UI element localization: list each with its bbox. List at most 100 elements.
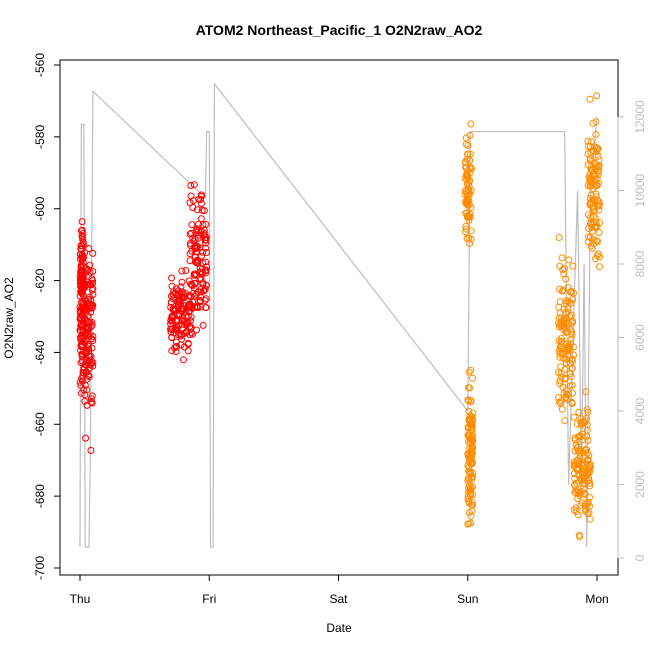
y-tick-label: -560 [33,53,47,77]
data-point [564,305,572,313]
data-point [560,326,568,334]
data-point [168,334,176,342]
data-point [586,493,593,501]
data-point [78,218,86,226]
data-point [197,303,205,311]
data-point [172,343,180,351]
data-point [82,269,90,276]
data-point [202,233,210,241]
data-point [80,386,88,394]
data-point [82,336,90,344]
data-point [556,350,564,358]
data-point [190,298,198,306]
data-point [594,152,602,160]
data-point [193,248,201,256]
data-point [465,509,473,516]
data-point [587,162,595,170]
y-tick-label: -600 [33,196,47,220]
data-point [87,323,95,331]
data-point [587,242,595,250]
data-point [200,207,208,215]
data-point [557,363,565,371]
data-point [583,446,590,454]
data-point [561,366,569,373]
y2-tick-label: 10000 [633,173,647,207]
data-point [194,234,202,242]
data-point [562,275,570,283]
data-point [467,396,475,404]
data-point [594,168,602,176]
data-point [567,287,575,295]
data-point [77,269,85,277]
data-point [558,350,566,357]
data-point [556,285,564,293]
data-point [565,256,573,264]
y-tick-label: -620 [33,268,47,292]
data-point [555,319,563,327]
data-point [593,92,601,100]
data-point [202,267,209,275]
data-point [187,192,195,200]
data-point [79,238,87,246]
data-point [79,368,87,376]
data-point [466,157,474,165]
data-point [466,438,474,446]
data-point [567,299,575,307]
data-point [587,218,595,226]
data-point [203,249,210,256]
data-point [557,373,565,381]
data-point [89,285,97,293]
data-point [566,370,574,378]
data-point [76,276,84,284]
x-axis-label: Date [326,621,352,635]
data-point [187,313,195,321]
data-point [86,356,94,364]
data-point [465,407,473,415]
data-point [575,490,583,498]
data-point [562,390,570,398]
data-point [82,369,90,376]
data-point [465,368,473,376]
data-point [82,362,90,369]
data-point [465,458,473,466]
data-point [186,199,194,207]
data-point [591,182,599,190]
data-point [572,504,580,512]
data-point [167,317,175,325]
data-point [77,343,85,351]
data-point [81,361,89,368]
data-point [188,329,196,337]
data-point [468,498,476,506]
data-point [576,533,584,541]
data-point [82,347,90,355]
data-point [590,169,597,177]
data-point [464,195,472,203]
data-point [77,287,85,295]
data-point [466,468,474,476]
data-point [463,209,471,217]
data-point [82,357,90,365]
data-point [594,145,601,153]
data-point [190,270,198,278]
data-point [179,293,187,301]
data-point [465,484,472,492]
data-point [571,488,579,496]
data-point [189,204,197,212]
data-point [81,283,89,291]
data-point [579,473,587,481]
data-point [88,275,96,283]
data-point [178,335,186,343]
y-tick-label: -680 [33,484,47,508]
data-point [193,256,201,264]
data-point [178,267,186,275]
data-point [169,325,177,333]
data-point [594,171,602,179]
data-point [562,319,570,327]
x-tick-label: Thu [70,592,91,606]
data-point [583,456,591,464]
chart-title: ATOM2 Northeast_Pacific_1 O2N2raw_AO2 [196,22,483,38]
plot-layer [76,82,603,548]
data-point [201,285,209,293]
data-point [184,347,192,355]
